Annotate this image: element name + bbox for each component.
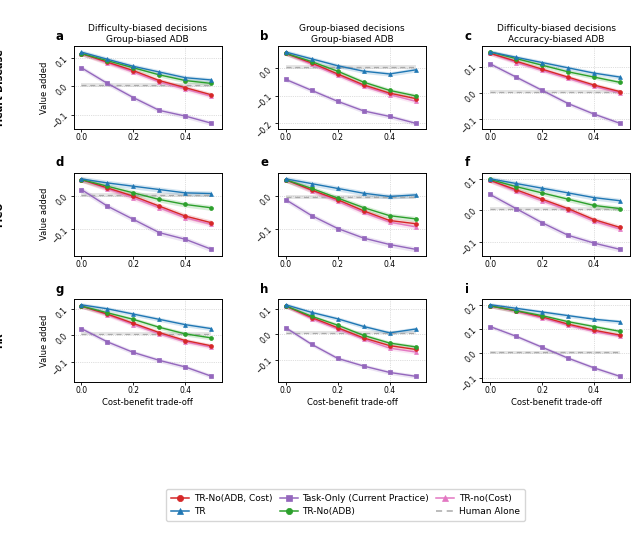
Text: h: h <box>260 282 269 295</box>
Text: c: c <box>465 30 472 43</box>
Text: f: f <box>465 156 470 169</box>
Y-axis label: Value added: Value added <box>40 314 49 367</box>
Text: a: a <box>56 30 64 43</box>
Text: g: g <box>56 282 64 295</box>
Text: i: i <box>465 282 468 295</box>
Y-axis label: Value added: Value added <box>40 188 49 240</box>
Title: Difficulty-biased decisions
Group-biased ADB: Difficulty-biased decisions Group-biased… <box>88 24 207 44</box>
Text: b: b <box>260 30 269 43</box>
X-axis label: Cost-benefit trade-off: Cost-benefit trade-off <box>511 398 602 407</box>
Text: HR: HR <box>0 333 4 349</box>
Text: e: e <box>260 156 268 169</box>
Text: Heart Disease: Heart Disease <box>0 49 4 126</box>
Title: Difficulty-biased decisions
Accuracy-biased ADB: Difficulty-biased decisions Accuracy-bia… <box>497 24 616 44</box>
Text: FICO: FICO <box>0 201 4 227</box>
Title: Group-biased decisions
Group-biased ADB: Group-biased decisions Group-biased ADB <box>299 24 405 44</box>
X-axis label: Cost-benefit trade-off: Cost-benefit trade-off <box>102 398 193 407</box>
X-axis label: Cost-benefit trade-off: Cost-benefit trade-off <box>307 398 397 407</box>
Y-axis label: Value added: Value added <box>40 61 49 114</box>
Legend: TR-No(ADB, Cost), TR, Task-Only (Current Practice), TR-No(ADB), TR-no(Cost), Hum: TR-No(ADB, Cost), TR, Task-Only (Current… <box>166 489 525 521</box>
Text: d: d <box>56 156 64 169</box>
